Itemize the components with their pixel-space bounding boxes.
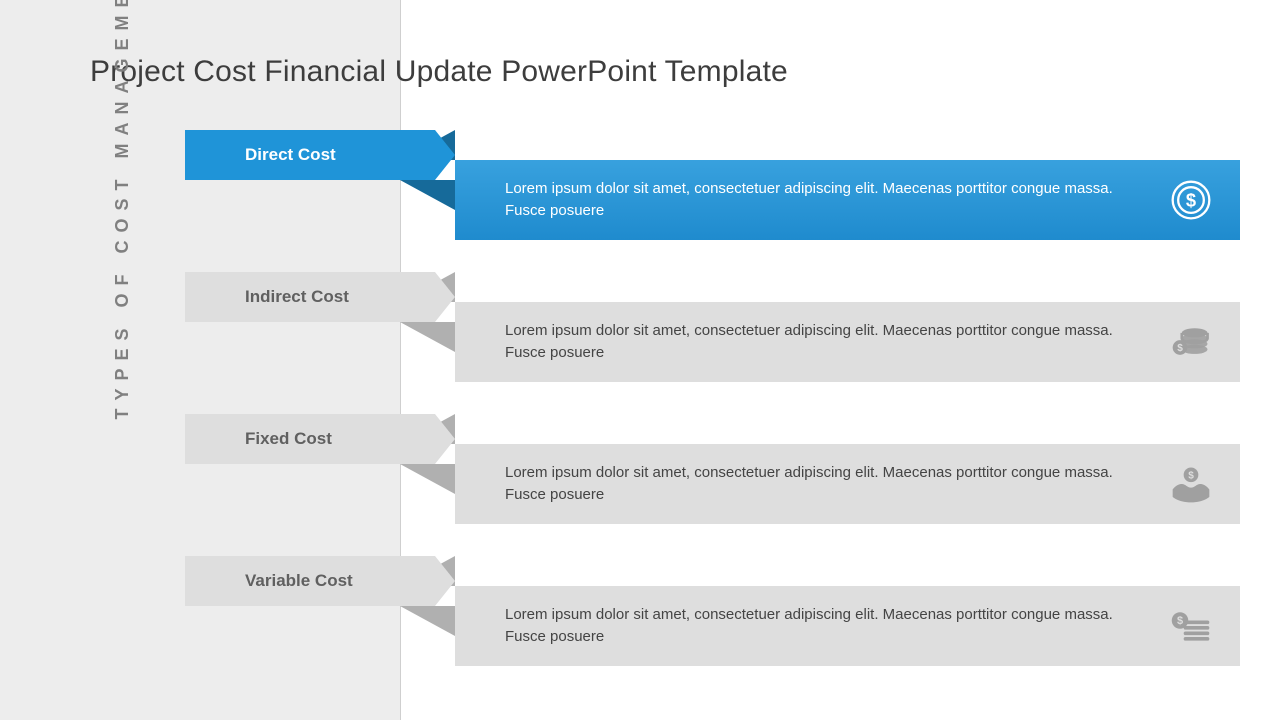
row-tab-arrow (435, 130, 455, 180)
cost-row-indirect: Lorem ipsum dolor sit amet, consectetuer… (0, 272, 1280, 392)
row-tab-arrow (435, 272, 455, 322)
ribbon-fold-bottom (400, 180, 455, 210)
row-tab-label: Direct Cost (245, 145, 336, 165)
row-description: Lorem ipsum dolor sit amet, consectetuer… (455, 462, 1240, 506)
row-tab-label: Variable Cost (245, 571, 353, 591)
slide-stage: Project Cost Financial Update PowerPoint… (0, 0, 1280, 720)
cost-row-variable: Lorem ipsum dolor sit amet, consectetuer… (0, 556, 1280, 676)
dollar-coin-icon: $ (1167, 176, 1215, 224)
row-banner: Lorem ipsum dolor sit amet, consectetuer… (455, 444, 1240, 524)
row-banner: Lorem ipsum dolor sit amet, consectetuer… (455, 160, 1240, 240)
cost-row-fixed: Lorem ipsum dolor sit amet, consectetuer… (0, 414, 1280, 534)
row-description: Lorem ipsum dolor sit amet, consectetuer… (455, 178, 1240, 222)
row-tab: Indirect Cost (185, 272, 435, 322)
svg-text:$: $ (1177, 343, 1183, 354)
svg-text:$: $ (1188, 471, 1194, 482)
coins-stack-icon: $ (1167, 318, 1215, 366)
row-tab: Variable Cost (185, 556, 435, 606)
row-banner: Lorem ipsum dolor sit amet, consectetuer… (455, 586, 1240, 666)
row-tab-label: Fixed Cost (245, 429, 332, 449)
ribbon-fold-bottom (400, 464, 455, 494)
ribbon-fold-bottom (400, 606, 455, 636)
slide-title: Project Cost Financial Update PowerPoint… (90, 55, 788, 89)
row-tab-arrow (435, 556, 455, 606)
row-banner: Lorem ipsum dolor sit amet, consectetuer… (455, 302, 1240, 382)
ribbon-fold-bottom (400, 322, 455, 352)
row-tab-label: Indirect Cost (245, 287, 349, 307)
row-tab: Direct Cost (185, 130, 435, 180)
cost-row-direct: Lorem ipsum dolor sit amet, consectetuer… (0, 130, 1280, 250)
row-tab: Fixed Cost (185, 414, 435, 464)
hands-coin-icon: $ (1167, 460, 1215, 508)
row-tab-arrow (435, 414, 455, 464)
svg-text:$: $ (1177, 615, 1183, 627)
coins-dollar-icon: $ (1167, 602, 1215, 650)
svg-text:$: $ (1186, 189, 1196, 210)
row-description: Lorem ipsum dolor sit amet, consectetuer… (455, 604, 1240, 648)
row-description: Lorem ipsum dolor sit amet, consectetuer… (455, 320, 1240, 364)
